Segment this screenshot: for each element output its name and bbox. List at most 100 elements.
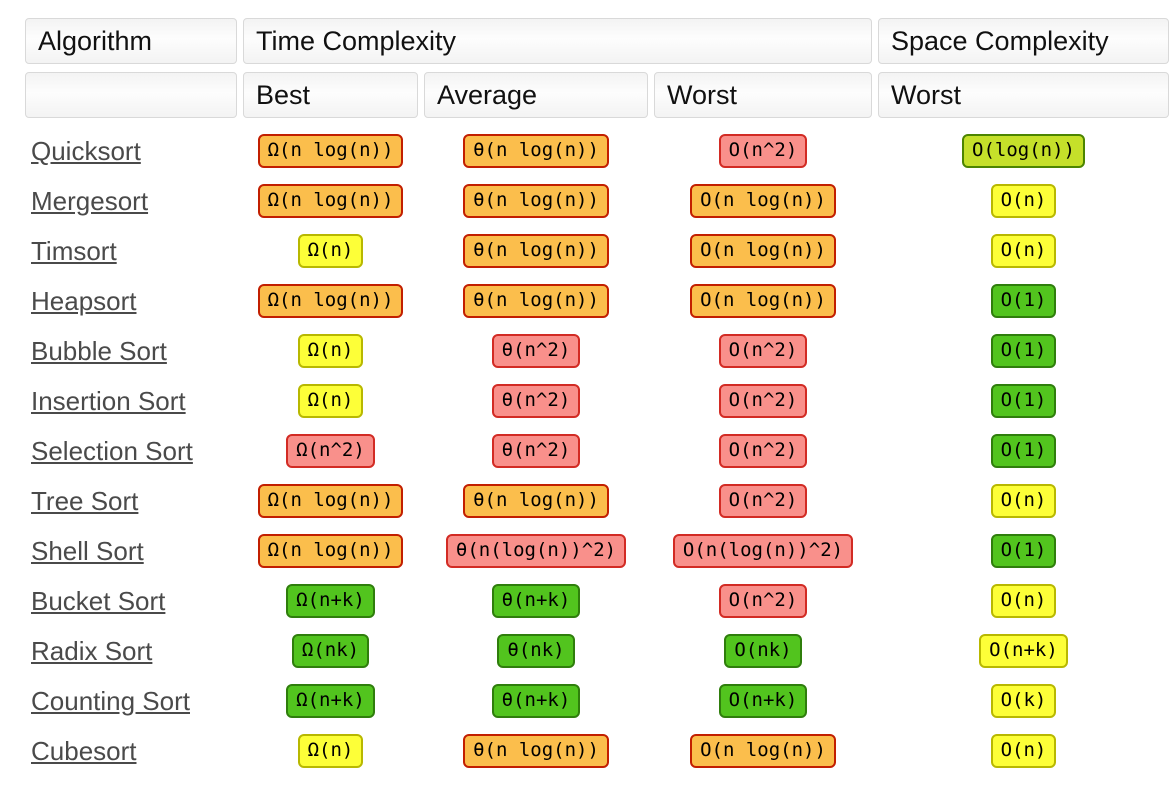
header-row-groups: Algorithm Time Complexity Space Complexi… bbox=[25, 18, 1170, 64]
space-complexity-badge: O(n) bbox=[990, 184, 1057, 218]
table-row: Selection Sort Ω(n^2) θ(n^2) O(n^2) O(1) bbox=[25, 426, 1170, 476]
table-row: Bubble Sort Ω(n) θ(n^2) O(n^2) O(1) bbox=[25, 326, 1170, 376]
algorithm-link[interactable]: Radix Sort bbox=[31, 635, 153, 666]
average-complexity-badge: θ(n(log(n))^2) bbox=[445, 534, 627, 568]
best-cell: Ω(nk) bbox=[243, 634, 418, 668]
table-row: Tree Sort Ω(n log(n)) θ(n log(n)) O(n^2)… bbox=[25, 476, 1170, 526]
table-row: Cubesort Ω(n) θ(n log(n)) O(n log(n)) O(… bbox=[25, 726, 1170, 776]
algorithm-link[interactable]: Quicksort bbox=[31, 135, 141, 166]
algorithm-cell: Radix Sort bbox=[25, 636, 237, 667]
best-cell: Ω(n^2) bbox=[243, 434, 418, 468]
average-complexity-badge: θ(n+k) bbox=[491, 584, 581, 618]
worst-complexity-badge: O(n^2) bbox=[718, 134, 808, 168]
best-complexity-badge: Ω(n^2) bbox=[286, 434, 375, 468]
algorithm-link[interactable]: Timsort bbox=[31, 235, 117, 266]
worst-cell: O(n^2) bbox=[654, 334, 872, 368]
header-space-complexity: Space Complexity bbox=[878, 18, 1169, 64]
algorithm-cell: Heapsort bbox=[25, 286, 237, 317]
space-cell: O(1) bbox=[878, 334, 1169, 368]
algorithm-link[interactable]: Tree Sort bbox=[31, 485, 139, 516]
average-cell: θ(n log(n)) bbox=[424, 234, 648, 268]
best-complexity-badge: Ω(n log(n)) bbox=[257, 534, 404, 568]
best-complexity-badge: Ω(n log(n)) bbox=[257, 484, 404, 518]
average-complexity-badge: θ(n log(n)) bbox=[463, 234, 609, 268]
header-worst: Worst bbox=[654, 72, 872, 118]
algorithm-link[interactable]: Selection Sort bbox=[31, 435, 193, 466]
table-row: Timsort Ω(n) θ(n log(n)) O(n log(n)) O(n… bbox=[25, 226, 1170, 276]
header-average: Average bbox=[424, 72, 648, 118]
average-cell: θ(nk) bbox=[424, 634, 648, 668]
worst-cell: O(n+k) bbox=[654, 684, 872, 718]
algorithm-link[interactable]: Insertion Sort bbox=[31, 385, 186, 416]
average-cell: θ(n log(n)) bbox=[424, 284, 648, 318]
space-cell: O(log(n)) bbox=[878, 134, 1169, 168]
worst-cell: O(nk) bbox=[654, 634, 872, 668]
algorithm-link[interactable]: Bubble Sort bbox=[31, 335, 167, 366]
worst-complexity-badge: O(n^2) bbox=[718, 334, 808, 368]
header-best: Best bbox=[243, 72, 418, 118]
average-complexity-badge: θ(n log(n)) bbox=[463, 284, 609, 318]
worst-cell: O(n log(n)) bbox=[654, 184, 872, 218]
space-cell: O(n) bbox=[878, 734, 1169, 768]
algorithm-cell: Insertion Sort bbox=[25, 386, 237, 417]
average-cell: θ(n log(n)) bbox=[424, 134, 648, 168]
space-complexity-badge: O(1) bbox=[990, 434, 1057, 468]
worst-complexity-badge: O(nk) bbox=[724, 634, 802, 668]
average-cell: θ(n+k) bbox=[424, 684, 648, 718]
best-cell: Ω(n) bbox=[243, 334, 418, 368]
header-row-cases: Best Average Worst Worst bbox=[25, 72, 1170, 118]
algorithm-cell: Tree Sort bbox=[25, 486, 237, 517]
algorithm-link[interactable]: Shell Sort bbox=[31, 535, 144, 566]
algorithm-cell: Mergesort bbox=[25, 186, 237, 217]
average-complexity-badge: θ(n^2) bbox=[491, 334, 581, 368]
space-complexity-badge: O(n) bbox=[990, 234, 1057, 268]
algorithm-cell: Shell Sort bbox=[25, 536, 237, 567]
table-body: Quicksort Ω(n log(n)) θ(n log(n)) O(n^2)… bbox=[25, 126, 1170, 776]
best-complexity-badge: Ω(n log(n)) bbox=[257, 184, 404, 218]
average-cell: θ(n log(n)) bbox=[424, 184, 648, 218]
average-complexity-badge: θ(n log(n)) bbox=[463, 134, 609, 168]
best-cell: Ω(n) bbox=[243, 734, 418, 768]
average-cell: θ(n^2) bbox=[424, 384, 648, 418]
header-time-complexity: Time Complexity bbox=[243, 18, 872, 64]
best-complexity-badge: Ω(n log(n)) bbox=[257, 284, 404, 318]
space-cell: O(1) bbox=[878, 284, 1169, 318]
space-cell: O(n) bbox=[878, 584, 1169, 618]
table-row: Shell Sort Ω(n log(n)) θ(n(log(n))^2) O(… bbox=[25, 526, 1170, 576]
algorithm-cell: Counting Sort bbox=[25, 686, 237, 717]
algorithm-link[interactable]: Cubesort bbox=[31, 735, 137, 766]
average-complexity-badge: θ(nk) bbox=[497, 634, 575, 668]
best-complexity-badge: Ω(n) bbox=[297, 234, 364, 268]
best-cell: Ω(n log(n)) bbox=[243, 534, 418, 568]
algorithm-link[interactable]: Counting Sort bbox=[31, 685, 190, 716]
best-cell: Ω(n log(n)) bbox=[243, 484, 418, 518]
worst-cell: O(n(log(n))^2) bbox=[654, 534, 872, 568]
worst-complexity-badge: O(n log(n)) bbox=[690, 734, 836, 768]
space-complexity-badge: O(1) bbox=[990, 334, 1057, 368]
space-cell: O(n) bbox=[878, 234, 1169, 268]
algorithm-cell: Bucket Sort bbox=[25, 586, 237, 617]
worst-cell: O(n log(n)) bbox=[654, 734, 872, 768]
worst-complexity-badge: O(n(log(n))^2) bbox=[672, 534, 854, 568]
space-cell: O(1) bbox=[878, 434, 1169, 468]
algorithm-link[interactable]: Bucket Sort bbox=[31, 585, 166, 616]
best-cell: Ω(n log(n)) bbox=[243, 284, 418, 318]
space-complexity-badge: O(n) bbox=[990, 734, 1057, 768]
best-complexity-badge: Ω(n log(n)) bbox=[257, 134, 404, 168]
space-complexity-badge: O(log(n)) bbox=[962, 134, 1085, 168]
average-complexity-badge: θ(n log(n)) bbox=[463, 184, 609, 218]
best-complexity-badge: Ω(n) bbox=[297, 334, 364, 368]
algorithm-link[interactable]: Heapsort bbox=[31, 285, 137, 316]
average-complexity-badge: θ(n^2) bbox=[491, 384, 581, 418]
average-cell: θ(n+k) bbox=[424, 584, 648, 618]
best-cell: Ω(n) bbox=[243, 234, 418, 268]
worst-complexity-badge: O(n log(n)) bbox=[690, 184, 836, 218]
worst-cell: O(n^2) bbox=[654, 384, 872, 418]
algorithm-link[interactable]: Mergesort bbox=[31, 185, 149, 216]
worst-cell: O(n log(n)) bbox=[654, 284, 872, 318]
space-cell: O(n) bbox=[878, 484, 1169, 518]
worst-cell: O(n^2) bbox=[654, 434, 872, 468]
best-complexity-badge: Ω(n) bbox=[297, 734, 364, 768]
worst-complexity-badge: O(n^2) bbox=[718, 434, 808, 468]
